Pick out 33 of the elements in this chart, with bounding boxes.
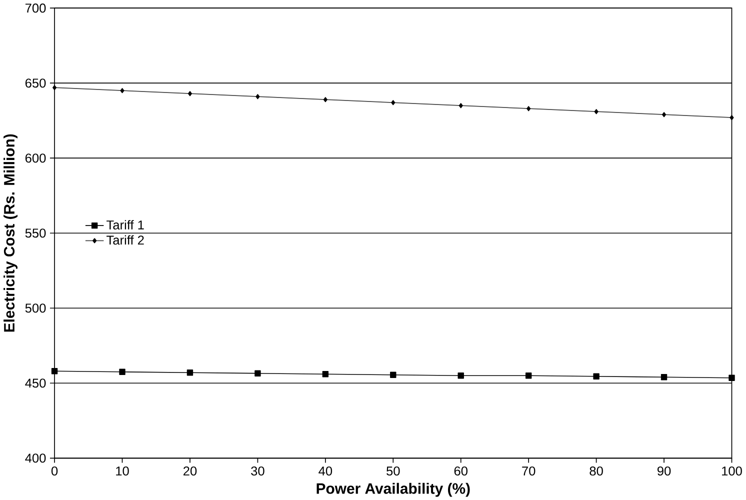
point xyxy=(525,372,532,379)
y-tick-label: 500 xyxy=(25,303,46,312)
x-tick-label: 50 xyxy=(386,466,400,476)
point xyxy=(728,374,735,381)
point xyxy=(593,373,600,380)
x-tick-label: 80 xyxy=(590,466,603,476)
x-axis-title: Power Availability (%) xyxy=(316,482,470,497)
y-tick-label: 600 xyxy=(25,153,46,162)
point xyxy=(458,372,464,379)
point xyxy=(254,370,261,376)
x-tick-label: 10 xyxy=(116,466,129,476)
point xyxy=(119,368,126,375)
y-tick-label: 400 xyxy=(25,453,46,462)
y-tick-label: 550 xyxy=(25,228,46,238)
y-tick-label: 450 xyxy=(25,378,46,388)
y-tick-label: 700 xyxy=(25,3,46,12)
y-axis-title: Electricity Cost (Rs. Million) xyxy=(4,134,18,332)
x-tick-label: 0 xyxy=(51,466,58,476)
point xyxy=(51,368,58,374)
y-tick-label: 650 xyxy=(25,78,46,88)
point xyxy=(390,372,396,378)
legend-label: Tariff 1 xyxy=(106,220,144,230)
x-tick-label: 40 xyxy=(318,466,332,476)
x-tick-label: 20 xyxy=(183,466,197,476)
point xyxy=(322,370,329,378)
legend-label: Tariff 2 xyxy=(106,235,144,244)
x-tick-label: 60 xyxy=(454,466,468,476)
point xyxy=(186,369,194,376)
point xyxy=(660,374,668,380)
x-tick-label: 70 xyxy=(522,466,536,476)
x-tick-label: 30 xyxy=(251,466,264,476)
x-tick-label: 90 xyxy=(658,466,671,476)
x-tick-label: 100 xyxy=(722,466,742,476)
